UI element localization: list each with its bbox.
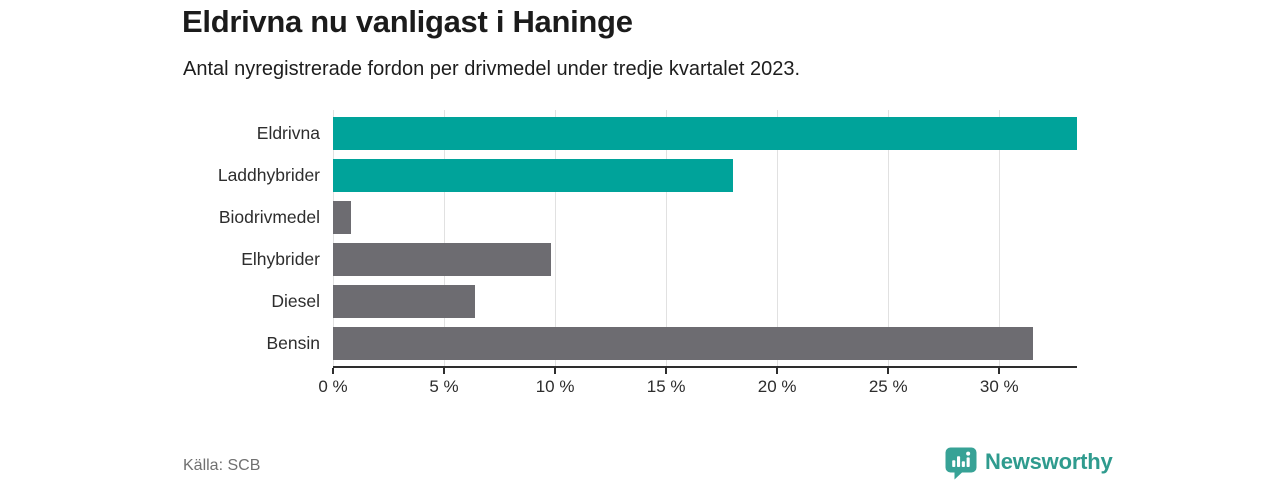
chart-title: Eldrivna nu vanligast i Haninge (182, 4, 633, 39)
bar-row: Laddhybrider (0, 154, 1077, 196)
bar-row: Eldrivna (0, 112, 1077, 154)
x-axis-line (333, 366, 1077, 368)
gridlines (333, 110, 1077, 366)
category-label: Biodrivmedel (218, 206, 320, 227)
x-axis-tick-label: 20 % (757, 377, 797, 396)
bar-row: Bensin (0, 322, 1077, 364)
brand-name: Newsworthy (985, 449, 1113, 474)
newsworthy-bubble-barchart-icon (944, 446, 978, 480)
brand-logo: Newsworthy (944, 446, 1113, 480)
x-axis-tick-label: 5 % (429, 377, 459, 396)
gridline (444, 110, 446, 366)
bar-biodrivmedel (333, 200, 351, 234)
category-label: Bensin (266, 332, 320, 353)
bar-bensin (333, 326, 1033, 360)
x-axis-tick (443, 368, 446, 374)
category-label: Diesel (271, 290, 320, 311)
gridline (555, 110, 557, 366)
gridline (777, 110, 779, 366)
x-axis-tick (776, 368, 779, 374)
source-note: Källa: SCB (183, 457, 261, 474)
bar-eldrivna (333, 116, 1077, 150)
x-axis-tick-label: 0 % (318, 377, 348, 396)
x-axis-tick (332, 368, 334, 374)
x-axis-tick-label: 10 % (535, 377, 575, 396)
x-axis-tick (887, 368, 890, 374)
bar-row: Elhybrider (0, 238, 1077, 280)
category-label: Elhybrider (241, 248, 320, 269)
bar-rows: Eldrivna Laddhybrider Biodrivmedel Elhybrid… (0, 112, 1077, 364)
gridline (888, 110, 890, 366)
x-axis-tick (665, 368, 668, 374)
gridline (999, 110, 1001, 366)
bar-elhybrider (333, 242, 551, 276)
x-axis-tick (998, 368, 1001, 374)
x-axis-tick-label: 25 % (868, 377, 908, 396)
x-axis-tick-label: 30 % (979, 377, 1019, 396)
x-axis-tick-label: 15 % (646, 377, 686, 396)
x-axis-tick (554, 368, 557, 374)
bar-diesel (333, 284, 476, 318)
bar-row: Biodrivmedel (0, 196, 1077, 238)
category-label: Eldrivna (256, 122, 320, 143)
chart-subtitle: Antal nyregistrerade fordon per drivmede… (183, 58, 801, 80)
gridline (666, 110, 668, 366)
category-label: Laddhybrider (217, 164, 320, 185)
bar-row: Diesel (0, 280, 1077, 322)
bar-laddhybrider (333, 158, 733, 192)
gridline (333, 110, 334, 366)
